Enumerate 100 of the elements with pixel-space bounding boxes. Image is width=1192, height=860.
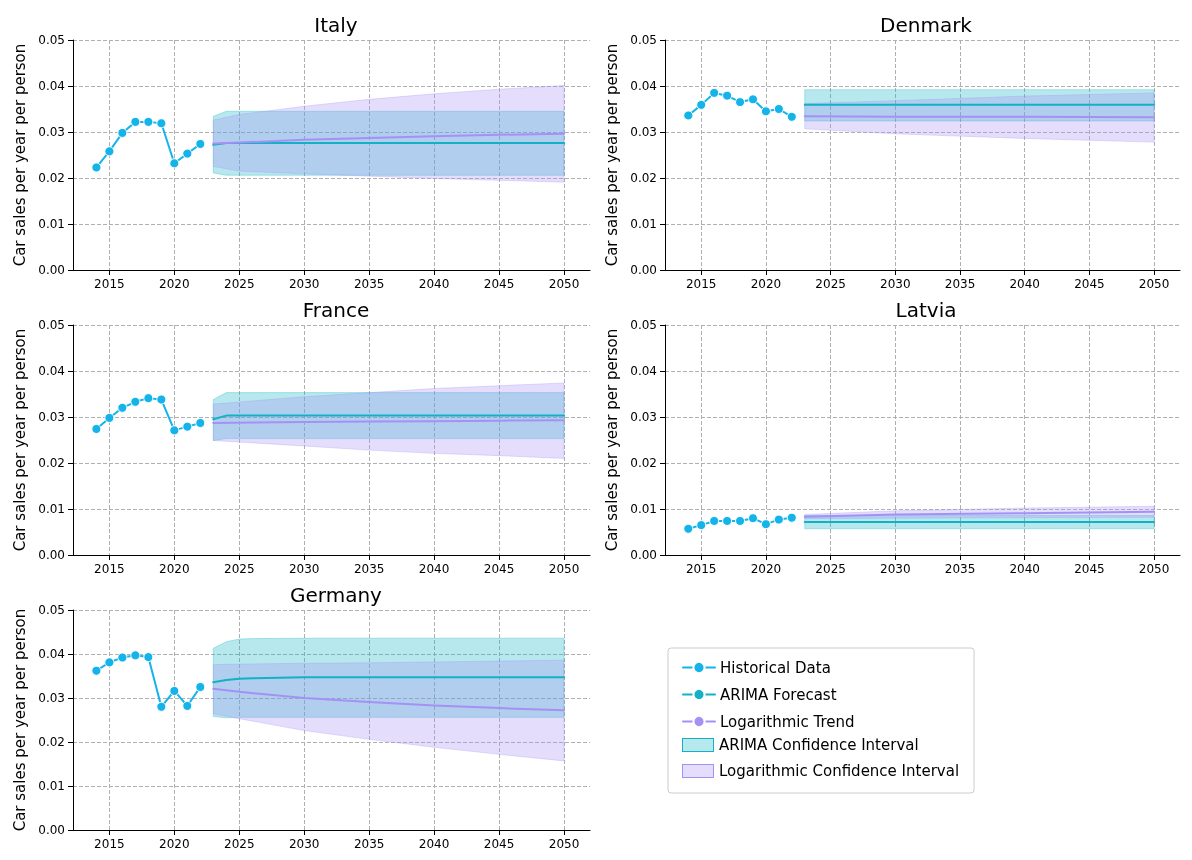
- point: [773, 514, 784, 525]
- point: [130, 396, 141, 407]
- y-axis-title: Car sales per year per person: [10, 328, 29, 552]
- x-tick-label: 2050: [548, 562, 580, 576]
- x-tick-label: 2030: [288, 562, 320, 576]
- y-tick-label: 0.05: [38, 603, 65, 617]
- point: [773, 104, 784, 114]
- point: [182, 148, 193, 159]
- x-tick-label: 2020: [750, 277, 782, 291]
- y-tick-label: 0.00: [38, 548, 65, 562]
- point: [786, 111, 797, 122]
- x-tick-label: 2035: [944, 562, 976, 576]
- point: [117, 127, 128, 138]
- point: [696, 99, 707, 110]
- point: [91, 665, 102, 676]
- x-tick-label: 2025: [224, 562, 255, 576]
- legend-label: Logarithmic Trend: [720, 712, 855, 731]
- y-tick-label: 0.02: [630, 456, 657, 470]
- x-tick-label: 2025: [224, 837, 255, 851]
- x-tick-label: 2050: [548, 837, 580, 851]
- x-tick-label: 2020: [159, 562, 190, 576]
- point: [143, 652, 154, 663]
- point: [748, 513, 758, 524]
- point: [91, 423, 102, 434]
- point: [169, 158, 180, 169]
- point: [195, 682, 206, 692]
- point: [169, 685, 180, 696]
- x-tick-label: 2040: [418, 562, 450, 576]
- line-series: [212, 132, 566, 145]
- point: [156, 118, 167, 129]
- legend-label: Historical Data: [720, 658, 831, 677]
- point: [130, 116, 141, 127]
- y-tick-label: 0.01: [630, 502, 657, 516]
- point: [104, 146, 115, 157]
- y-axis-title: Car sales per year per person: [10, 608, 29, 832]
- y-tick-label: 0.00: [38, 823, 65, 837]
- y-tick-label: 0.02: [630, 171, 657, 185]
- x-tick-label: 2025: [815, 562, 846, 576]
- x-tick-label: 2015: [94, 837, 125, 851]
- point: [130, 650, 141, 661]
- point: [786, 512, 797, 523]
- x-tick-label: 2040: [418, 277, 450, 291]
- y-tick-label: 0.01: [38, 502, 65, 516]
- y-tick-label: 0.04: [38, 647, 65, 661]
- point: [104, 657, 115, 668]
- x-tick-label: 2020: [750, 562, 782, 576]
- x-tick-label: 2015: [685, 562, 717, 576]
- point: [735, 515, 746, 526]
- x-tick-label: 2040: [1009, 562, 1040, 576]
- point: [683, 110, 694, 121]
- x-tick-label: 2045: [1074, 562, 1105, 576]
- chart-title: Italy: [314, 13, 358, 37]
- x-tick-label: 2030: [288, 837, 320, 851]
- point: [709, 515, 720, 526]
- x-tick-label: 2030: [288, 277, 320, 291]
- point: [156, 701, 167, 712]
- point: [195, 417, 206, 428]
- chart-title: Denmark: [880, 13, 973, 37]
- x-tick-label: 2050: [1138, 562, 1170, 576]
- y-tick-label: 0.03: [630, 410, 657, 424]
- point: [722, 90, 733, 101]
- point: [182, 421, 193, 432]
- y-tick-label: 0.02: [38, 171, 65, 185]
- y-tick-label: 0.05: [38, 33, 65, 47]
- x-tick-label: 2040: [418, 837, 450, 851]
- x-tick-label: 2020: [159, 837, 190, 851]
- point: [117, 402, 128, 413]
- y-axis-title: Car sales per year per person: [602, 43, 621, 267]
- point: [143, 116, 154, 127]
- x-tick-label: 2035: [353, 562, 385, 576]
- y-tick-label: 0.02: [38, 456, 65, 470]
- point: [760, 106, 771, 117]
- x-tick-label: 2025: [815, 277, 846, 291]
- x-tick-label: 2045: [1074, 277, 1105, 291]
- text: ARIMA Confidence Interval: [719, 736, 919, 754]
- chart-title: Germany: [290, 583, 383, 607]
- x-tick-label: 2030: [880, 562, 911, 576]
- chart-title: Latvia: [895, 298, 957, 322]
- x-tick-label: 2040: [1009, 277, 1040, 291]
- point: [709, 87, 720, 98]
- y-axis-title: Car sales per year per person: [10, 43, 29, 267]
- point: [735, 97, 746, 108]
- point: [195, 138, 206, 149]
- y-tick-label: 0.01: [38, 217, 65, 231]
- point: [143, 393, 154, 404]
- y-tick-label: 0.04: [630, 364, 657, 378]
- x-tick-label: 2045: [483, 562, 515, 576]
- x-tick-label: 2020: [159, 277, 190, 291]
- y-tick-label: 0.03: [38, 691, 65, 705]
- legend-label: ARIMA Forecast: [720, 685, 837, 704]
- x-tick-label: 2035: [353, 277, 385, 291]
- x-tick-label: 2050: [548, 277, 580, 291]
- y-tick-label: 0.05: [630, 33, 657, 47]
- y-tick-label: 0.02: [38, 735, 65, 749]
- point: [156, 394, 167, 405]
- x-tick-label: 2025: [224, 277, 255, 291]
- y-tick-label: 0.04: [38, 79, 65, 93]
- text: Logarithmic Confidence Interval: [719, 762, 960, 780]
- x-tick-label: 2045: [483, 837, 515, 851]
- y-tick-label: 0.05: [38, 318, 65, 332]
